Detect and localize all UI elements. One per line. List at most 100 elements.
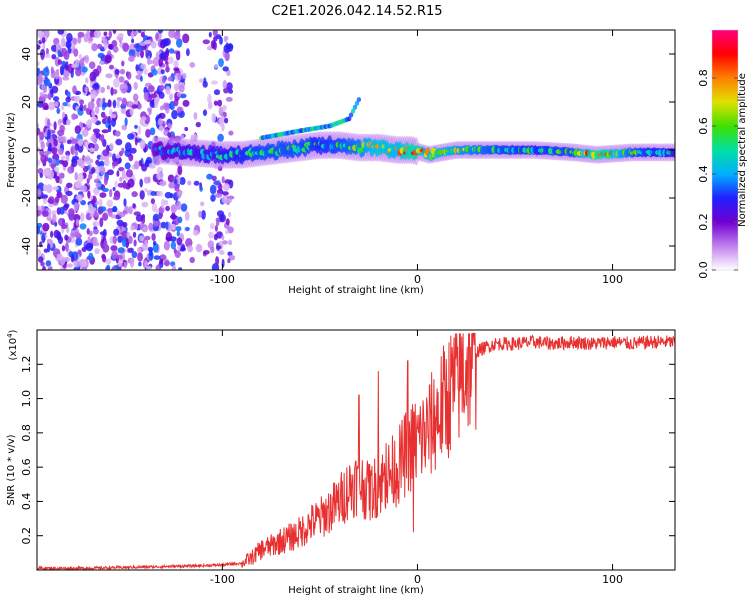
noise-blob [207, 93, 212, 104]
noise-blob [226, 44, 234, 49]
noise-blob [86, 30, 90, 39]
noise-blob [133, 93, 139, 102]
noise-blob [114, 180, 118, 188]
noise-blob [114, 68, 120, 75]
noise-blob [39, 92, 44, 97]
colorbar-tick-label: 0.8 [697, 69, 710, 87]
snr-y-axis-title: SNR (10 * v/v) [6, 434, 17, 505]
noise-blob [65, 150, 71, 157]
noise-blob [53, 166, 60, 172]
noise-blob [113, 78, 120, 88]
noise-blob [128, 153, 134, 162]
signal-branch [356, 97, 362, 103]
y-tick-label: 0.2 [20, 527, 33, 545]
noise-blob [210, 246, 215, 254]
noise-blob [158, 57, 164, 67]
noise-blob [107, 43, 113, 50]
noise-blob [85, 77, 89, 84]
noise-blob [47, 129, 51, 140]
noise-blob [112, 186, 116, 192]
noise-blob [58, 217, 65, 227]
noise-blob [187, 180, 192, 186]
noise-blob [223, 35, 228, 43]
noise-blob [134, 124, 138, 129]
noise-blob [75, 59, 80, 68]
noise-blob [90, 158, 94, 164]
noise-blob [176, 106, 182, 113]
noise-blob [172, 264, 176, 270]
noise-blob [186, 48, 190, 57]
noise-blob [81, 128, 89, 137]
signal-branch [352, 104, 358, 110]
signal-branch [354, 100, 360, 106]
noise-blob [228, 130, 234, 136]
noise-blob [165, 221, 169, 230]
snr-y-ticks: 0.2 0.4 0.6 0.8 1.0 1.2 [20, 356, 675, 545]
noise-blob [167, 132, 172, 138]
noise-blob [42, 222, 50, 232]
noise-blob [177, 244, 181, 251]
noise-blob [137, 125, 142, 135]
noise-blob [51, 54, 57, 60]
noise-blob [37, 256, 44, 263]
noise-blob [155, 264, 162, 270]
noise-blob [213, 100, 218, 106]
noise-blob [173, 98, 179, 107]
noise-blob [79, 223, 87, 230]
noise-blob [77, 35, 82, 44]
noise-blob [61, 245, 66, 252]
noise-blob [187, 245, 194, 253]
noise-blob [57, 134, 64, 143]
noise-blob [66, 32, 73, 43]
noise-blob [177, 216, 183, 224]
noise-blob [155, 32, 159, 42]
noise-blob [162, 38, 169, 47]
noise-blob [176, 237, 183, 246]
noise-blob [162, 55, 169, 62]
noise-blob [198, 78, 204, 83]
noise-blob [79, 58, 85, 68]
noise-blob [221, 234, 225, 241]
noise-blob [202, 80, 208, 88]
noise-blob [62, 76, 70, 81]
noise-blob [86, 178, 90, 184]
noise-blob [74, 125, 82, 134]
noise-blob [84, 54, 90, 64]
noise-blob [41, 210, 49, 217]
noise-blob [227, 258, 231, 264]
noise-blob [102, 212, 109, 221]
noise-blob [139, 235, 145, 242]
noise-blob [158, 125, 164, 132]
noise-blob [51, 158, 56, 165]
noise-blob [116, 170, 120, 177]
noise-blob [182, 72, 187, 79]
snr-background [37, 330, 675, 570]
noise-blob [39, 131, 45, 141]
noise-blob [203, 250, 210, 255]
noise-blob [195, 121, 201, 128]
noise-blob [131, 191, 138, 198]
noise-blob [224, 117, 229, 124]
noise-blob [215, 256, 220, 266]
noise-blob [70, 145, 76, 156]
noise-blob [57, 59, 62, 65]
noise-blob [201, 210, 206, 220]
y-tick-label: 1.2 [20, 356, 33, 374]
noise-blob [126, 71, 132, 80]
noise-blob [45, 47, 49, 56]
noise-blob [210, 194, 216, 202]
x-tick-label: 0 [414, 573, 421, 586]
noise-blob [193, 112, 198, 120]
colorbar-gradient [712, 30, 738, 270]
noise-blob [167, 56, 174, 65]
noise-blob [159, 84, 165, 91]
noise-blob [123, 261, 127, 269]
y-tick-label: 40 [20, 47, 33, 61]
noise-blob [107, 115, 112, 124]
noise-blob [209, 184, 217, 195]
noise-blob [111, 266, 117, 270]
noise-blob [94, 211, 99, 218]
noise-blob [89, 147, 95, 153]
noise-blob [37, 248, 41, 258]
noise-blob [115, 153, 121, 159]
